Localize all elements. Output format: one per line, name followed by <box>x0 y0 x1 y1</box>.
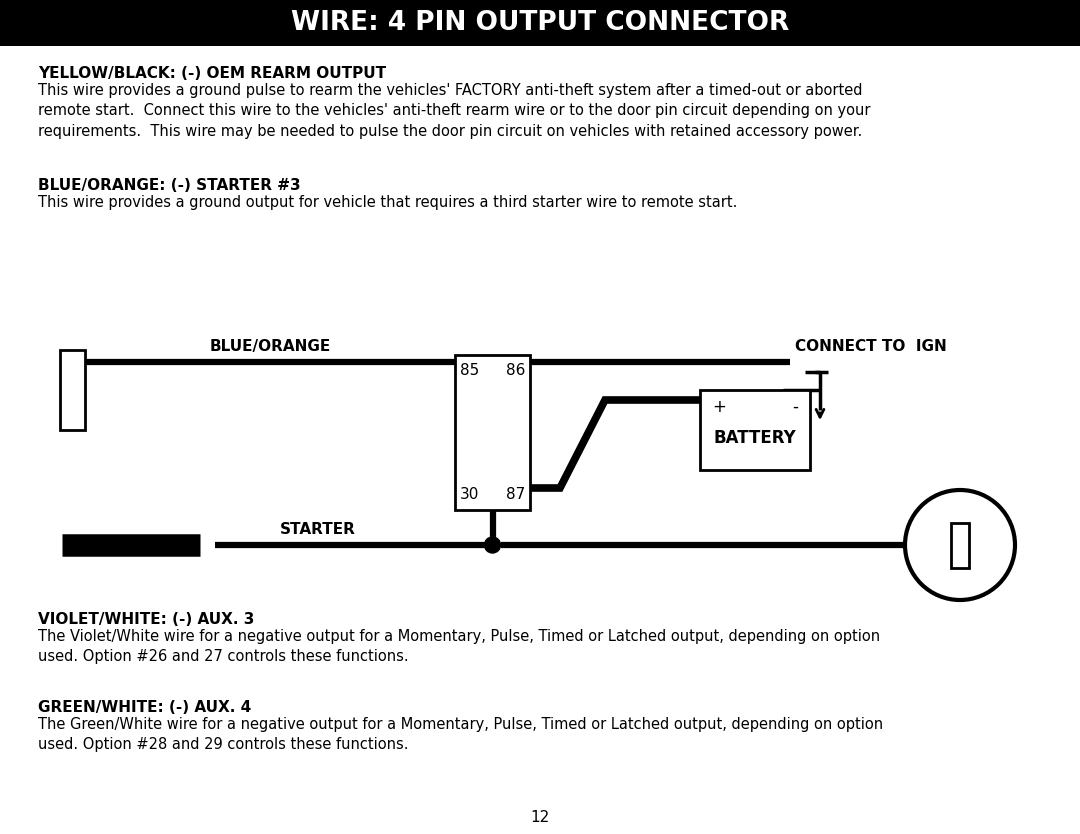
Text: BLUE/ORANGE: BLUE/ORANGE <box>210 339 330 354</box>
Text: BATTERY: BATTERY <box>714 429 796 447</box>
Text: +: + <box>712 398 726 416</box>
Bar <box>455 355 530 510</box>
Text: 86: 86 <box>505 363 525 378</box>
Text: YELLOW/BLACK: (-) OEM REARM OUTPUT: YELLOW/BLACK: (-) OEM REARM OUTPUT <box>38 66 387 81</box>
Bar <box>700 390 810 470</box>
Text: CONNECT TO  IGN: CONNECT TO IGN <box>795 339 947 354</box>
Text: -: - <box>792 398 798 416</box>
Ellipse shape <box>905 490 1015 600</box>
Text: This wire provides a ground output for vehicle that requires a third starter wir: This wire provides a ground output for v… <box>38 195 738 210</box>
Text: 85: 85 <box>460 363 480 378</box>
Text: The Green/White wire for a negative output for a Momentary, Pulse, Timed or Latc: The Green/White wire for a negative outp… <box>38 717 883 752</box>
Bar <box>951 522 969 567</box>
Circle shape <box>485 537 500 553</box>
Text: The Violet/White wire for a negative output for a Momentary, Pulse, Timed or Lat: The Violet/White wire for a negative out… <box>38 629 880 665</box>
Text: STARTER: STARTER <box>280 522 356 537</box>
Text: GREEN/WHITE: (-) AUX. 4: GREEN/WHITE: (-) AUX. 4 <box>38 700 252 715</box>
Text: 87: 87 <box>505 487 525 502</box>
Text: BLUE/ORANGE: (-) STARTER #3: BLUE/ORANGE: (-) STARTER #3 <box>38 178 300 193</box>
Text: 30: 30 <box>460 487 480 502</box>
Text: VIOLET/WHITE: (-) AUX. 3: VIOLET/WHITE: (-) AUX. 3 <box>38 612 255 627</box>
Bar <box>0 0 1080 46</box>
Text: 12: 12 <box>530 810 550 825</box>
Text: WIRE: 4 PIN OUTPUT CONNECTOR: WIRE: 4 PIN OUTPUT CONNECTOR <box>291 10 789 36</box>
Text: This wire provides a ground pulse to rearm the vehicles' FACTORY anti-theft syst: This wire provides a ground pulse to rea… <box>38 83 870 138</box>
Bar <box>60 350 85 430</box>
